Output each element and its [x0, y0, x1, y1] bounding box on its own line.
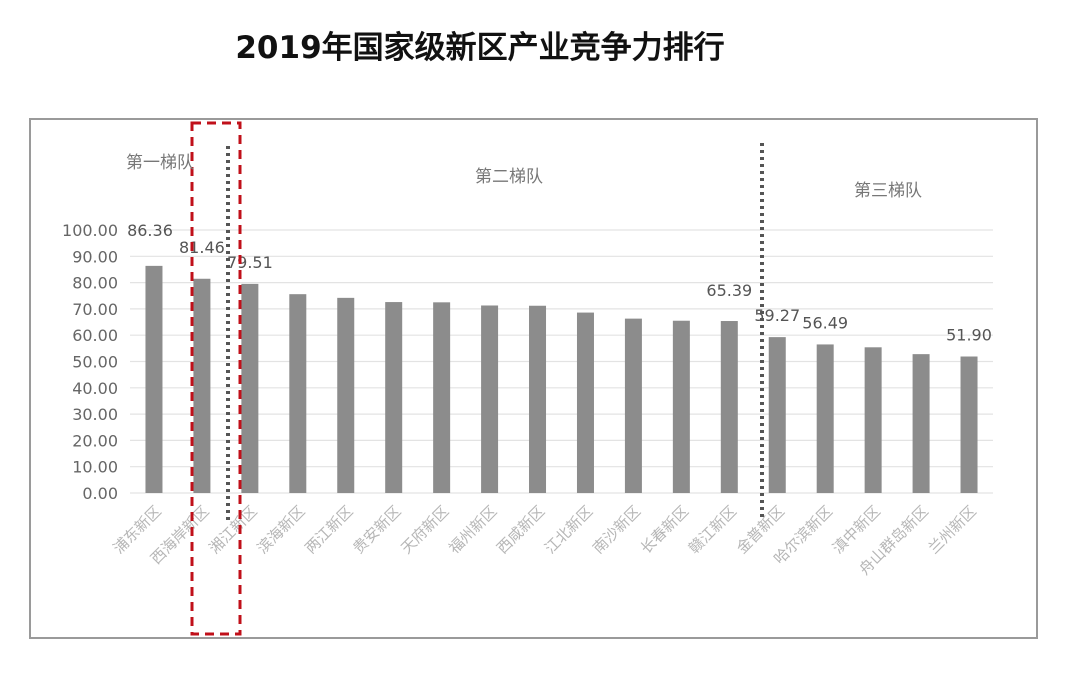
- bar: [145, 265, 163, 493]
- data-label: 65.39: [706, 281, 752, 300]
- y-tick-label: 100.00: [62, 221, 118, 240]
- y-tick-label: 30.00: [72, 405, 118, 424]
- bar: [385, 302, 403, 493]
- y-tick-label: 20.00: [72, 431, 118, 450]
- y-tick-label: 10.00: [72, 458, 118, 477]
- page-title: 2019年国家级新区产业竞争力排行: [235, 30, 725, 66]
- bar: [720, 321, 738, 493]
- bar: [624, 318, 642, 493]
- y-tick-label: 70.00: [72, 300, 118, 319]
- bar: [576, 312, 594, 493]
- data-label: 56.49: [802, 313, 848, 332]
- bar: [289, 294, 307, 493]
- bar: [433, 302, 451, 493]
- bars: [145, 265, 978, 493]
- bar: [337, 297, 355, 493]
- data-label: 51.90: [946, 326, 992, 345]
- tier-label-3: 第三梯队: [854, 181, 922, 201]
- y-tick-label: 50.00: [72, 353, 118, 372]
- y-tick-label: 80.00: [72, 274, 118, 293]
- data-label: 81.46: [179, 238, 225, 257]
- bar: [960, 356, 978, 493]
- tier-label-2: 第二梯队: [475, 167, 543, 187]
- y-axis-tick-labels: 0.00 10.00 20.00 30.00 40.00 50.00 60.00 70.00 8…: [62, 221, 118, 503]
- bar: [481, 305, 499, 493]
- highlight-box: [190, 121, 242, 636]
- tier-label-1: 第一梯队: [126, 153, 194, 173]
- bar: [193, 278, 211, 493]
- bar: [864, 347, 882, 493]
- y-tick-label: 40.00: [72, 379, 118, 398]
- bar: [241, 283, 259, 493]
- data-label: 79.51: [227, 253, 273, 272]
- data-label: 59.27: [754, 306, 800, 325]
- y-tick-label: 0.00: [82, 484, 118, 503]
- data-label: 86.36: [127, 221, 173, 240]
- bar: [672, 320, 690, 493]
- bar: [529, 305, 547, 493]
- bar: [816, 344, 834, 493]
- bar: [768, 337, 786, 493]
- y-tick-label: 60.00: [72, 326, 118, 345]
- bar: [912, 354, 930, 493]
- gridlines: [130, 229, 993, 494]
- y-tick-label: 90.00: [72, 247, 118, 266]
